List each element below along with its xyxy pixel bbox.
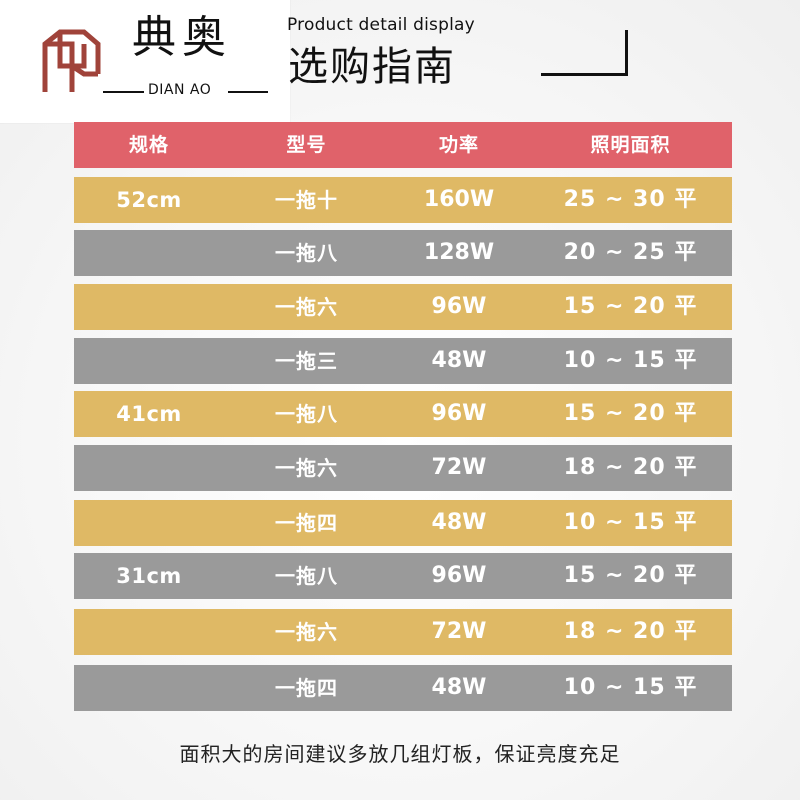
cell-model: 一拖八 xyxy=(275,402,338,426)
column-header-area: 照明面积 xyxy=(590,133,671,156)
cell-spec xyxy=(74,500,224,546)
cell-power: 72W xyxy=(431,455,487,480)
cell-model: 一拖四 xyxy=(275,511,338,535)
footnote: 面积大的房间建议多放几组灯板，保证亮度充足 xyxy=(179,742,621,766)
cell-power: 96W xyxy=(431,294,487,319)
cell-model: 一拖六 xyxy=(275,456,338,480)
cell-spec xyxy=(74,284,224,330)
cell-area: 18 ~ 20 平 xyxy=(563,619,698,644)
cell-area: 15 ~ 20 平 xyxy=(563,294,698,319)
cell-model: 一拖四 xyxy=(275,676,338,700)
cell-power: 48W xyxy=(431,510,487,535)
cell-spec: 31cm xyxy=(116,563,182,588)
column-header-spec: 规格 xyxy=(128,133,169,156)
cell-power: 72W xyxy=(431,619,487,644)
table-row: 一拖六 72W 18 ~ 20 平 xyxy=(74,609,732,655)
table-row: 41cm 一拖八 96W 15 ~ 20 平 xyxy=(74,391,732,437)
cell-spec: 52cm xyxy=(116,187,182,212)
cell-area: 25 ~ 30 平 xyxy=(563,187,698,212)
cell-area: 15 ~ 20 平 xyxy=(563,563,698,588)
cell-power: 96W xyxy=(431,401,487,426)
cell-model: 一拖六 xyxy=(275,620,338,644)
table-row: 一拖三 48W 10 ~ 15 平 xyxy=(74,338,732,384)
brand-name-en: DIAN AO xyxy=(148,82,212,98)
cell-area: 10 ~ 15 平 xyxy=(563,348,698,373)
table-row: 31cm 一拖八 96W 15 ~ 20 平 xyxy=(74,553,732,599)
brand-logo: 典奥 DIAN AO xyxy=(0,0,290,123)
cell-model: 一拖三 xyxy=(275,349,338,373)
table-row: 一拖四 48W 10 ~ 15 平 xyxy=(74,500,732,546)
cell-spec: 41cm xyxy=(116,401,182,426)
cell-area: 15 ~ 20 平 xyxy=(563,401,698,426)
cell-spec xyxy=(74,230,224,276)
title-rule-vertical xyxy=(625,30,628,76)
brand-mark-icon xyxy=(42,29,101,92)
cell-area: 20 ~ 25 平 xyxy=(563,240,698,265)
brand-rule-left xyxy=(103,91,144,93)
column-header-model: 型号 xyxy=(286,133,327,156)
table-row: 52cm 一拖十 160W 25 ~ 30 平 xyxy=(74,177,732,223)
cell-area: 10 ~ 15 平 xyxy=(563,675,698,700)
cell-spec xyxy=(74,609,224,655)
cell-spec xyxy=(74,445,224,491)
table-row: 一拖六 96W 15 ~ 20 平 xyxy=(74,284,732,330)
brand-name-cn: 典奥 xyxy=(132,12,232,63)
cell-spec xyxy=(74,338,224,384)
cell-area: 10 ~ 15 平 xyxy=(563,510,698,535)
cell-power: 128W xyxy=(423,240,495,265)
table-row: 一拖四 48W 10 ~ 15 平 xyxy=(74,665,732,711)
cell-power: 48W xyxy=(431,675,487,700)
page-subtitle: Product detail display xyxy=(287,15,475,35)
cell-area: 18 ~ 20 平 xyxy=(563,455,698,480)
cell-model: 一拖六 xyxy=(275,295,338,319)
cell-model: 一拖八 xyxy=(275,564,338,588)
cell-model: 一拖八 xyxy=(275,241,338,265)
table-row: 一拖六 72W 18 ~ 20 平 xyxy=(74,445,732,491)
brand-rule-right xyxy=(228,91,268,93)
table-row: 一拖八 128W 20 ~ 25 平 xyxy=(74,230,732,276)
table-header-row: 规格 型号 功率 照明面积 xyxy=(74,122,732,168)
cell-power: 48W xyxy=(431,348,487,373)
column-header-power: 功率 xyxy=(438,133,479,156)
cell-spec xyxy=(74,665,224,711)
title-rule xyxy=(541,73,627,76)
cell-power: 160W xyxy=(423,187,495,212)
page-title: 选购指南 xyxy=(288,44,456,90)
cell-model: 一拖十 xyxy=(275,188,338,212)
cell-power: 96W xyxy=(431,563,487,588)
